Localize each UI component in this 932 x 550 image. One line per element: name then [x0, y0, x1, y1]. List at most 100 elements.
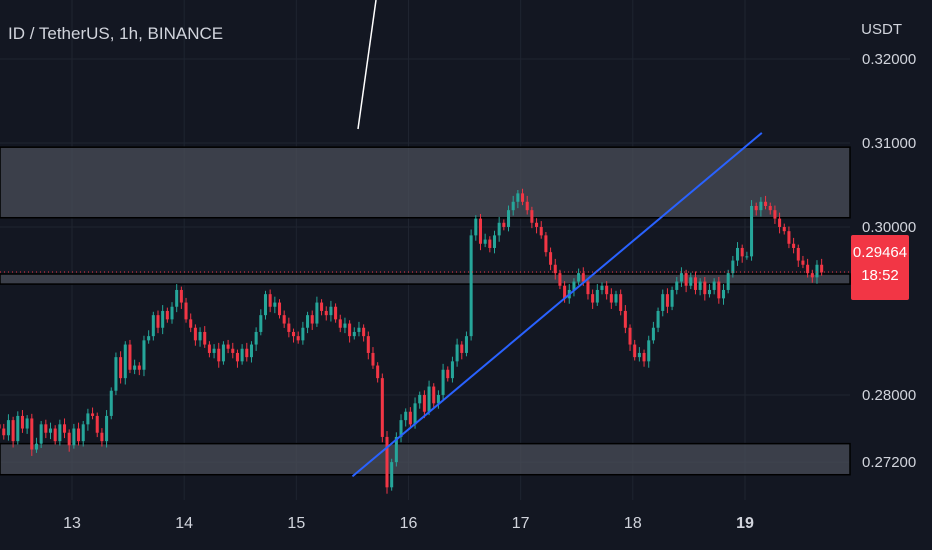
candle-body — [362, 327, 366, 337]
candle-body — [600, 285, 604, 290]
candle-body — [810, 273, 814, 278]
candle-body — [151, 315, 155, 337]
candle-body — [100, 432, 104, 442]
candle-body — [91, 413, 95, 416]
candle-body — [165, 310, 169, 320]
candle-body — [48, 428, 53, 433]
candle-body — [563, 285, 567, 299]
candle-body — [296, 336, 300, 341]
candle-body — [357, 327, 361, 332]
candle-body — [109, 390, 113, 416]
candlestick-series — [0, 188, 824, 494]
candle-body — [492, 235, 497, 248]
candle-body — [287, 323, 291, 332]
candle-body — [226, 344, 230, 349]
candle-body — [483, 239, 487, 244]
candle-body — [581, 273, 585, 282]
candle-body — [478, 218, 482, 244]
candle-body — [633, 344, 637, 358]
candle-body — [114, 357, 118, 391]
candle-body — [142, 340, 146, 370]
candle-body — [16, 415, 20, 442]
candle-body — [820, 264, 824, 273]
candle-body — [338, 319, 342, 328]
candle-body — [58, 424, 62, 442]
ascending-trendline — [351, 132, 763, 478]
time-tick-label: 18 — [624, 515, 642, 532]
candle-body — [413, 403, 417, 425]
candle-body — [693, 277, 697, 290]
candle-body — [539, 226, 543, 236]
candle-body — [726, 273, 730, 290]
candle-body — [474, 218, 478, 236]
candle-body — [707, 289, 711, 295]
candle-body — [408, 411, 412, 425]
candle-body — [619, 294, 623, 311]
candle-body — [736, 247, 740, 261]
candle-body — [488, 239, 492, 248]
candle-body — [67, 432, 71, 446]
candle-body — [754, 205, 758, 211]
currency-label: USDT — [861, 21, 902, 38]
candle-body — [95, 415, 99, 433]
candle-body — [133, 365, 137, 370]
candle-body — [665, 294, 669, 307]
candle-body — [511, 201, 515, 211]
candle-body — [525, 201, 529, 211]
time-axis[interactable]: 13 14 15 16 17 18 19 — [63, 515, 754, 532]
candle-body — [441, 369, 445, 395]
candle-body — [268, 294, 272, 307]
price-axis[interactable]: 0.32000 0.31000 0.30000 0.28000 0.27200 — [862, 51, 916, 471]
candle-body — [422, 394, 426, 412]
candle-body — [460, 344, 464, 353]
candle-body — [77, 428, 81, 442]
candle-body — [11, 420, 15, 442]
candle-body — [315, 302, 319, 324]
candle-body — [235, 352, 239, 362]
candle-body — [628, 327, 632, 345]
candle-body — [675, 281, 679, 290]
candle-body — [2, 428, 6, 436]
candle-body — [750, 205, 754, 257]
candle-body — [119, 357, 123, 379]
candle-body — [436, 394, 440, 404]
candle-body — [642, 352, 646, 362]
candle-body — [352, 331, 356, 337]
chart-overlays — [0, 0, 850, 478]
candle-body — [273, 302, 277, 307]
candle-body — [689, 277, 693, 286]
candle-body — [203, 331, 207, 345]
candle-body — [595, 289, 599, 303]
candle-body — [6, 420, 10, 436]
candle-body — [366, 336, 370, 353]
candle-body — [614, 294, 618, 303]
candle-body — [184, 302, 188, 320]
candle-body — [792, 243, 796, 248]
candle-body — [63, 424, 67, 433]
candle-body — [147, 336, 151, 341]
candle-body — [745, 256, 749, 258]
price-zone — [0, 273, 851, 285]
candle-body — [329, 306, 333, 316]
candle-body — [175, 289, 179, 307]
candle-body — [334, 306, 338, 320]
candle-body — [591, 294, 595, 303]
candle-body — [773, 210, 777, 219]
candle-body — [455, 344, 459, 362]
candle-body — [535, 222, 539, 227]
candle-body — [516, 193, 520, 202]
candle-body — [254, 331, 258, 345]
candle-body — [221, 344, 225, 362]
candle-body — [609, 294, 613, 303]
time-tick-label: 14 — [175, 515, 193, 532]
candle-body — [292, 331, 296, 337]
candle-body — [301, 327, 305, 341]
candle-body — [376, 365, 380, 379]
candle-body — [217, 348, 221, 362]
candle-body — [553, 264, 557, 274]
candle-body — [717, 281, 721, 299]
candle-body — [801, 260, 805, 265]
candle-body — [277, 302, 282, 316]
candle-body — [404, 411, 408, 421]
